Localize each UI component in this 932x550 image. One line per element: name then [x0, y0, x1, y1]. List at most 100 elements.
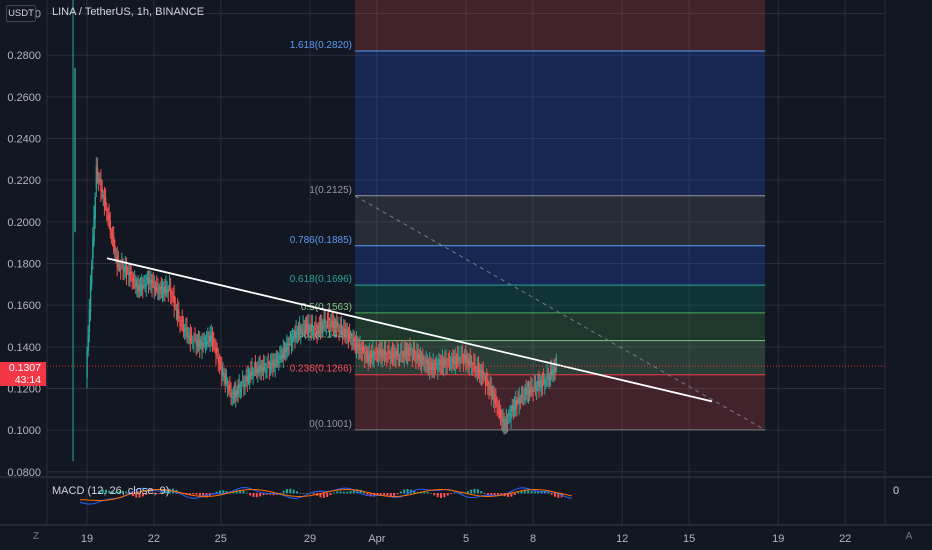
candle-body — [500, 409, 502, 418]
macd-hist-bar — [165, 490, 168, 494]
candle-body — [396, 350, 399, 356]
macd-hist-bar — [151, 493, 154, 494]
candle-body — [344, 329, 346, 333]
candle-body — [149, 280, 151, 283]
candle-body — [136, 286, 138, 288]
candle-body — [433, 369, 436, 371]
candle-body — [497, 410, 500, 414]
macd-hist-bar — [329, 493, 332, 496]
candle-body — [460, 354, 462, 356]
macd-hist-bar — [306, 492, 309, 494]
macd-label[interactable]: MACD (12, 26, close, 9) — [52, 485, 170, 497]
candle-body — [336, 321, 338, 328]
candle-body — [548, 376, 551, 381]
candle-body — [319, 324, 322, 331]
candle-body — [401, 350, 403, 353]
candle-body — [139, 284, 142, 287]
drawings[interactable] — [47, 257, 885, 403]
candles — [72, 0, 558, 462]
macd-hist-bar — [550, 493, 553, 495]
x-tick-label: 22 — [839, 533, 851, 545]
candle-body — [416, 352, 418, 360]
candle-body — [145, 284, 148, 287]
macd-hist-bar — [282, 490, 285, 494]
macd-hist-bar — [101, 489, 104, 494]
macd-hist-bar — [249, 493, 252, 496]
candle-body — [224, 373, 227, 385]
candle-body — [414, 349, 416, 355]
candle-body — [295, 330, 297, 339]
candle-body — [303, 330, 306, 332]
candle-body — [515, 400, 517, 409]
candle-body — [390, 351, 393, 358]
candle-body — [269, 362, 272, 370]
macd-hist-bar — [513, 493, 516, 496]
candle-body — [207, 335, 209, 337]
candle-body — [264, 363, 266, 366]
candle-body — [468, 361, 471, 367]
candle-body — [185, 327, 187, 330]
candle-body — [214, 348, 216, 350]
candle-body — [371, 352, 373, 358]
candle-body — [425, 360, 428, 363]
candle-body — [123, 269, 125, 272]
candle-body — [152, 281, 155, 283]
macd-hist-bar — [533, 491, 536, 494]
candle-body — [380, 352, 382, 357]
macd-hist-bar — [118, 491, 121, 494]
macd-hist-bar — [235, 490, 238, 494]
candle-body — [462, 360, 465, 362]
candle-body — [146, 277, 149, 281]
fib-zone — [355, 195, 765, 246]
candle-body — [490, 386, 493, 396]
candle-body — [271, 363, 273, 365]
candle-body — [151, 279, 153, 288]
candle-body — [498, 408, 501, 410]
macd-hist-bar — [222, 490, 225, 494]
candle-body — [555, 362, 558, 364]
candle-body — [400, 352, 402, 354]
macd-hist-bar — [218, 490, 221, 494]
candle-body — [275, 359, 278, 363]
candle-body — [186, 326, 188, 338]
candle-body — [540, 380, 543, 388]
candle-body — [144, 284, 146, 286]
fib-zone — [355, 312, 765, 341]
x-tick-label: Apr — [368, 533, 385, 545]
zoom-icon[interactable]: Z — [32, 531, 40, 542]
candle-body — [172, 295, 174, 297]
candle-body — [340, 324, 343, 328]
macd-hist-bar — [202, 493, 205, 498]
candle-body — [177, 308, 179, 319]
candle-body — [530, 386, 532, 388]
candle-body — [412, 351, 415, 353]
candle-body — [257, 367, 259, 374]
candle-body — [261, 368, 264, 372]
candle-body — [331, 321, 333, 324]
auto-scale-icon[interactable]: A — [905, 531, 913, 542]
candle-body — [544, 380, 546, 385]
trendline — [106, 257, 713, 403]
candle-body — [365, 352, 367, 356]
candle-body — [326, 321, 329, 323]
candle-body — [431, 364, 433, 368]
candle-body — [108, 213, 110, 219]
candle-body — [476, 366, 479, 372]
macd-hist-bar — [466, 491, 469, 494]
fib-extension[interactable]: 1.618(0.2820) 1(0.2125) 0.786(0.1885) 0.618… — [290, 0, 766, 431]
currency-badge[interactable]: USDT — [6, 5, 36, 22]
candle-body — [304, 324, 307, 331]
candle-body — [106, 209, 108, 211]
candle-body — [116, 256, 119, 268]
macd-hist-bar — [225, 491, 228, 494]
macd-hist-bar — [373, 493, 376, 497]
macd-hist-bar — [433, 493, 436, 496]
candle-body — [419, 355, 422, 362]
candle-body — [510, 415, 512, 419]
candle-body — [173, 295, 175, 308]
candle-body — [382, 353, 385, 357]
macd-hist-bar — [379, 493, 382, 496]
candle-body — [415, 356, 417, 360]
